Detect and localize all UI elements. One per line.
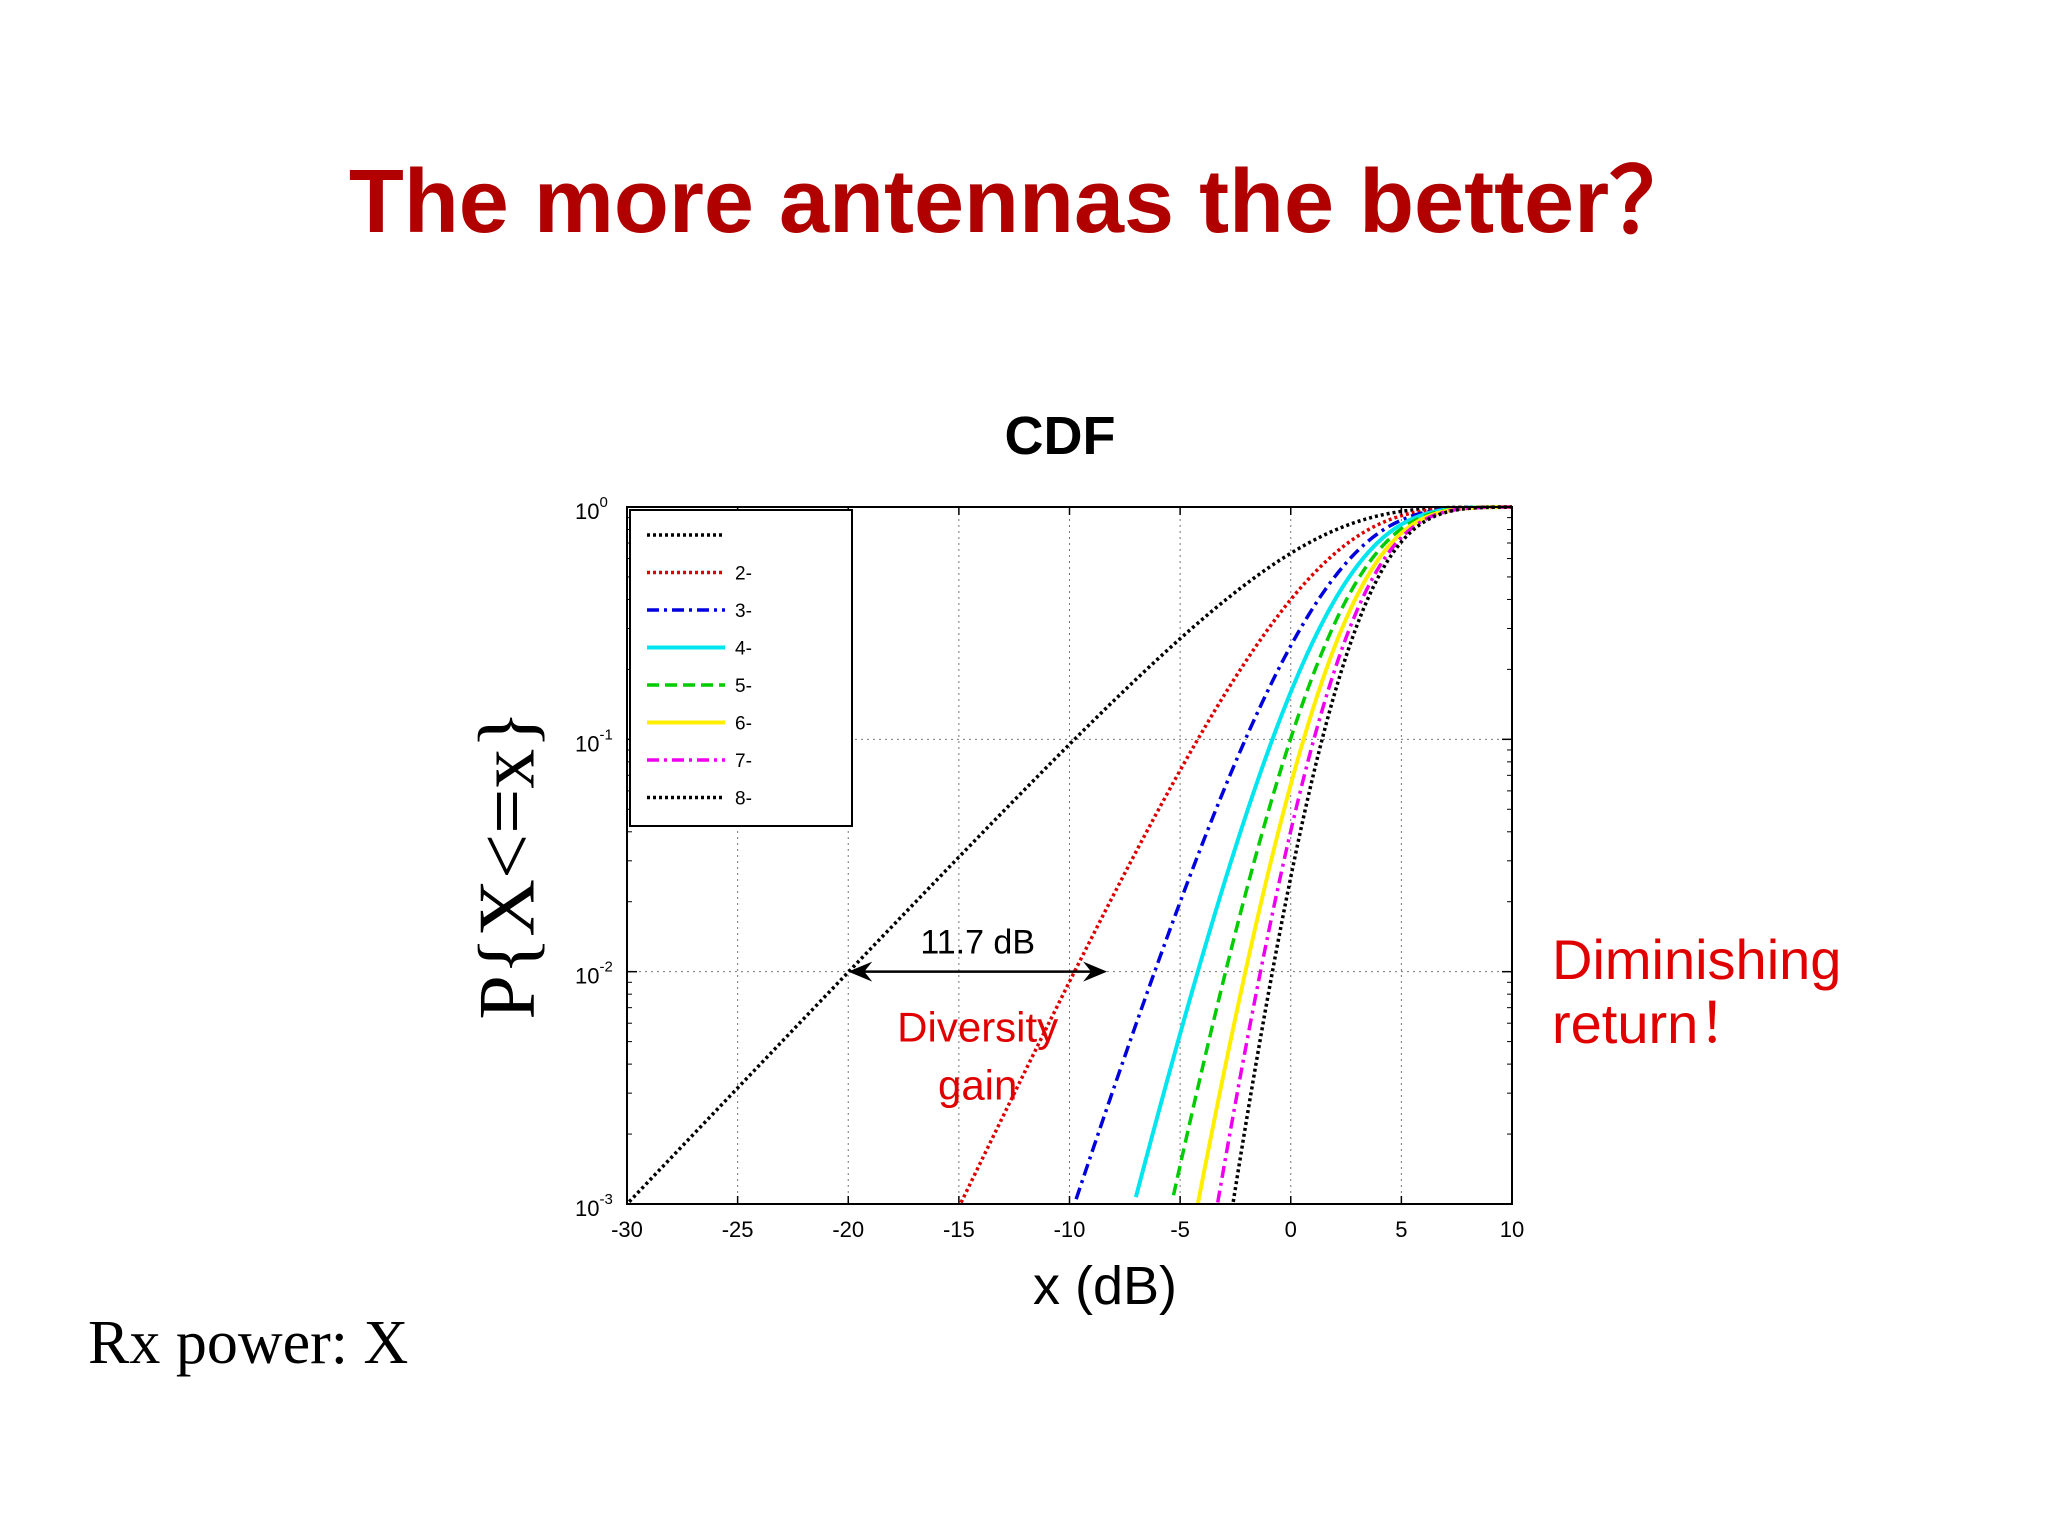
y-tick-label: 10-1 (575, 726, 613, 756)
slide-title: The more antennas the better？ (348, 152, 1700, 252)
y-tick-label: 100 (575, 494, 608, 524)
x-tick-label: -5 (1170, 1217, 1190, 1242)
legend-label-5: 5- (735, 676, 752, 697)
legend-label-2: 2- (735, 564, 752, 585)
series-line-4 (1133, 505, 1512, 1198)
x-tick-label: -30 (611, 1217, 643, 1242)
y-tick-label: 10-3 (575, 1191, 613, 1221)
diversity-gain-line1: Diversity (897, 1004, 1058, 1051)
x-tick-label: -20 (832, 1217, 864, 1242)
diminishing-return-note: Diminishing return！ (1552, 928, 1841, 1056)
diminishing-note-line1: Diminishing (1552, 928, 1842, 991)
x-tick-label: -10 (1054, 1217, 1086, 1242)
legend-label-8: 8- (735, 789, 752, 810)
axes-layer: -30 -25 -20 -15 -10 -5 0 5 10 100 10-1 10-2 10-3 (575, 494, 1524, 1242)
rx-power-footnote: Rx power: X (88, 1309, 409, 1377)
x-axis-label: x (dB) (1032, 1256, 1178, 1316)
series-layer (627, 505, 1513, 1205)
x-tick-label: 0 (1285, 1217, 1297, 1242)
legend-label-7: 7- (735, 751, 752, 772)
series-line-1 (627, 505, 1513, 1203)
legend-label-3: 3- (735, 601, 752, 622)
x-tick-label: 5 (1395, 1217, 1407, 1242)
diversity-gain-line2: gain (938, 1062, 1017, 1109)
diminishing-note-line2: return！ (1552, 992, 1755, 1055)
legend-label-6: 6- (735, 714, 752, 735)
series-line-8 (1231, 505, 1513, 1203)
grid-layer (627, 507, 1512, 1204)
y-tick-label: 10-2 (575, 959, 613, 989)
gap-arrow-head-right (1083, 961, 1108, 982)
gap-arrow-head-left (848, 961, 873, 982)
annotation-layer: 11.7 dB Diversity gain (848, 924, 1108, 1109)
chart-title: CDF (1004, 406, 1116, 466)
series-line-2 (959, 505, 1512, 1204)
series-line-5 (1171, 505, 1513, 1196)
x-tick-label: -25 (722, 1217, 754, 1242)
x-tick-label: -15 (943, 1217, 975, 1242)
legend-box (629, 509, 853, 827)
legend-layer: 2- 3- 4- 5- 6- 7- 8- (629, 509, 853, 827)
x-tick-label: 10 (1500, 1217, 1524, 1242)
legend-label-4: 4- (735, 639, 752, 660)
series-line-7 (1216, 505, 1513, 1203)
gap-label: 11.7 dB (920, 924, 1035, 962)
